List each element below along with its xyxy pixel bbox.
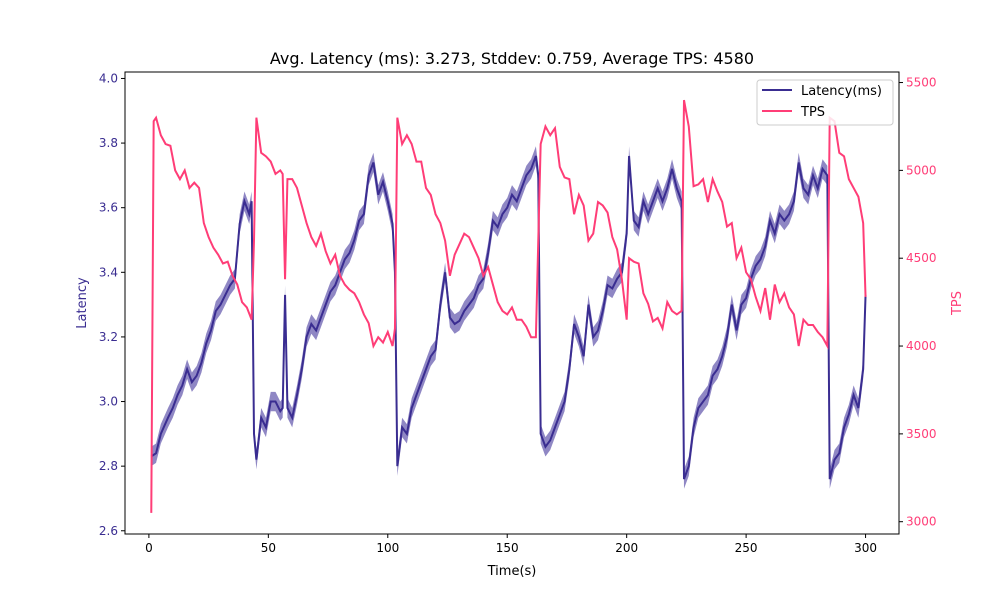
x-tick-label: 200 <box>615 541 638 555</box>
legend-box <box>756 79 894 126</box>
x-axis-ticks: 0 50 100 150 200 250 300 <box>145 534 877 555</box>
y-tick-label: 3.0 <box>99 395 118 409</box>
y-tick-label: 3.4 <box>99 265 118 279</box>
x-tick-label: 50 <box>261 541 276 555</box>
legend-label-latency: Latency(ms) <box>801 84 882 99</box>
legend: Latency(ms) TPS <box>756 79 894 126</box>
x-tick-label: 300 <box>854 541 877 555</box>
plot-frame <box>124 71 900 535</box>
y-right-tick-label: 5000 <box>906 163 937 177</box>
y-right-tick-label: 4000 <box>906 339 937 353</box>
chart-title: Avg. Latency (ms): 3.273, Stddev: 0.759,… <box>270 49 754 68</box>
tps-series-line <box>150 99 867 513</box>
y-axis-right-label: TPS <box>950 291 965 316</box>
legend-label-tps: TPS <box>800 105 825 120</box>
y-axis-left-ticks: 2.6 2.8 3.0 3.2 3.4 3.6 3.8 4.0 <box>99 71 125 538</box>
y-right-tick-label: 5500 <box>906 76 937 90</box>
x-tick-label: 100 <box>376 541 399 555</box>
y-tick-label: 3.8 <box>99 136 118 150</box>
x-tick-label: 150 <box>496 541 519 555</box>
y-axis-right-ticks: 3000 3500 4000 4500 5000 5500 <box>899 76 937 529</box>
y-tick-label: 3.2 <box>99 330 118 344</box>
y-tick-label: 3.6 <box>99 201 118 215</box>
y-tick-label: 2.6 <box>99 524 118 538</box>
x-tick-label: 250 <box>735 541 758 555</box>
y-axis-left-label: Latency <box>75 277 90 329</box>
x-tick-label: 0 <box>145 541 153 555</box>
latency-series-line <box>150 155 867 480</box>
y-right-tick-label: 3000 <box>906 515 937 529</box>
y-right-tick-label: 3500 <box>906 427 937 441</box>
x-axis-label: Time(s) <box>487 564 537 579</box>
plot-area <box>150 99 867 513</box>
y-tick-label: 4.0 <box>99 71 118 85</box>
y-tick-label: 2.8 <box>99 459 118 473</box>
y-right-tick-label: 4500 <box>906 251 937 265</box>
